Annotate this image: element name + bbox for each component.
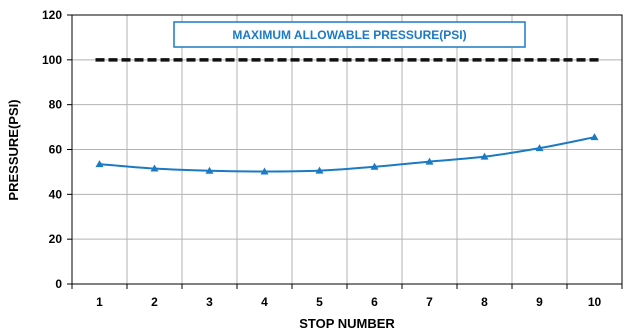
- y-tick-label: 20: [49, 232, 63, 246]
- x-tick-label: 7: [426, 295, 433, 309]
- plot-border: [71, 14, 623, 285]
- y-tick-label: 60: [49, 143, 63, 157]
- pressure-point: [425, 157, 434, 165]
- x-tick-label: 2: [151, 295, 158, 309]
- x-tick-label: 1: [96, 295, 103, 309]
- pressure-point: [150, 164, 159, 172]
- legend-box: [173, 21, 526, 48]
- y-tick-label: 80: [49, 98, 63, 112]
- y-tick-label: 0: [55, 277, 62, 291]
- y-tick-label: 120: [42, 8, 62, 22]
- x-tick-label: 10: [588, 295, 602, 309]
- x-tick-label: 5: [316, 295, 323, 309]
- legend-label: MAXIMUM ALLOWABLE PRESSURE(PSI): [232, 28, 466, 42]
- pressure-point: [480, 152, 489, 160]
- x-tick-label: 4: [261, 295, 268, 309]
- pressure-point: [260, 167, 269, 175]
- series: [95, 58, 599, 175]
- x-tick-label: 3: [206, 295, 213, 309]
- pressure-point: [205, 166, 214, 174]
- x-tick-label: 9: [536, 295, 543, 309]
- pressure-point: [590, 133, 599, 141]
- pressure-point: [315, 166, 324, 174]
- y-tick-label: 40: [49, 187, 63, 201]
- y-tick-label: 100: [42, 53, 62, 67]
- legend: MAXIMUM ALLOWABLE PRESSURE(PSI): [173, 21, 526, 48]
- x-axis-title: STOP NUMBER: [299, 316, 395, 331]
- x-tick-label: 8: [481, 295, 488, 309]
- pressure-line: [99, 136, 595, 173]
- pressure-point: [535, 144, 544, 152]
- y-axis-title: PRESSURE(PSI): [6, 99, 21, 200]
- pressure-point: [370, 162, 379, 170]
- axes: 0 20 40 60 80 100 120 1 2 3 4 5 6 7 8 9 10: [42, 8, 623, 309]
- x-tick-label: 6: [371, 295, 378, 309]
- pressure-point: [95, 160, 104, 168]
